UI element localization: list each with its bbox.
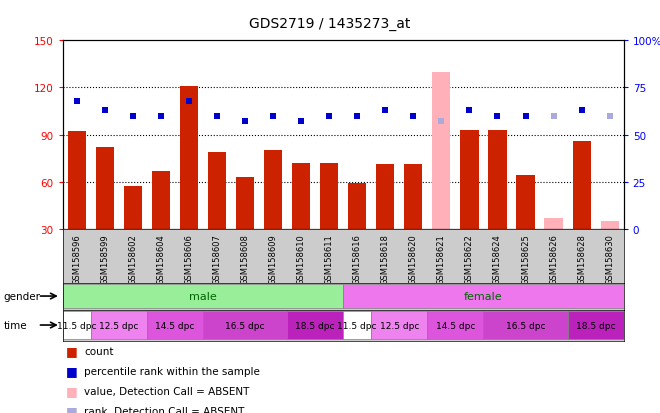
Text: GSM158618: GSM158618 [381,233,390,284]
Text: GSM158621: GSM158621 [437,233,446,284]
Text: 18.5 dpc: 18.5 dpc [296,321,335,330]
Text: 16.5 dpc: 16.5 dpc [225,321,265,330]
Text: GSM158628: GSM158628 [577,233,586,284]
Text: GSM158610: GSM158610 [296,233,306,284]
Text: 16.5 dpc: 16.5 dpc [506,321,545,330]
Text: GSM158606: GSM158606 [184,233,193,284]
Text: GSM158616: GSM158616 [352,233,362,284]
Text: 18.5 dpc: 18.5 dpc [576,321,615,330]
Text: rank, Detection Call = ABSENT: rank, Detection Call = ABSENT [84,406,245,413]
Text: 11.5 dpc: 11.5 dpc [57,321,96,330]
Text: gender: gender [3,291,40,301]
Text: count: count [84,346,114,356]
Text: GDS2719 / 1435273_at: GDS2719 / 1435273_at [249,17,411,31]
Bar [428,311,483,339]
Bar [180,87,198,229]
Text: GSM158626: GSM158626 [549,233,558,284]
Text: time: time [3,320,27,330]
Text: male: male [189,291,217,301]
Text: GSM158630: GSM158630 [605,233,614,284]
Text: GSM158602: GSM158602 [128,233,137,284]
Bar [67,132,86,229]
Bar [208,152,226,229]
Bar [63,284,343,309]
Bar [63,311,91,339]
Text: 11.5 dpc: 11.5 dpc [337,321,377,330]
Text: GSM158609: GSM158609 [269,233,278,284]
Bar [203,311,287,339]
Bar [264,151,282,229]
Bar [404,165,422,229]
Bar [572,142,591,229]
Bar [343,284,624,309]
Bar [348,184,366,229]
Bar [516,176,535,229]
Text: 12.5 dpc: 12.5 dpc [379,321,419,330]
Bar [371,311,427,339]
Text: percentile rank within the sample: percentile rank within the sample [84,366,260,376]
Text: value, Detection Call = ABSENT: value, Detection Call = ABSENT [84,386,250,396]
Text: GSM158620: GSM158620 [409,233,418,284]
Bar [123,187,142,229]
Bar [601,221,619,229]
Bar [236,178,254,229]
Bar [292,164,310,229]
Text: GSM158607: GSM158607 [213,233,222,284]
Bar [432,73,451,229]
Bar [483,311,568,339]
Text: female: female [464,291,503,301]
Bar [96,148,114,229]
Bar [488,131,507,229]
Bar [91,311,147,339]
Text: GSM158596: GSM158596 [72,233,81,284]
Text: ■: ■ [66,404,78,413]
Bar [287,311,343,339]
Text: GSM158604: GSM158604 [156,233,166,284]
Text: GSM158599: GSM158599 [100,233,110,284]
Bar [152,171,170,229]
Bar [568,311,624,339]
Text: 14.5 dpc: 14.5 dpc [155,321,195,330]
Text: ■: ■ [66,344,78,358]
Text: 12.5 dpc: 12.5 dpc [99,321,139,330]
Text: GSM158611: GSM158611 [325,233,334,284]
Text: GSM158625: GSM158625 [521,233,530,284]
Text: ■: ■ [66,364,78,377]
Bar [320,164,339,229]
Bar [343,311,371,339]
Text: GSM158622: GSM158622 [465,233,474,284]
Bar [544,218,563,229]
Text: 14.5 dpc: 14.5 dpc [436,321,475,330]
Bar [376,165,395,229]
Text: GSM158608: GSM158608 [240,233,249,284]
Bar [147,311,203,339]
Bar [460,131,478,229]
Text: ■: ■ [66,384,78,397]
Text: GSM158624: GSM158624 [493,233,502,284]
